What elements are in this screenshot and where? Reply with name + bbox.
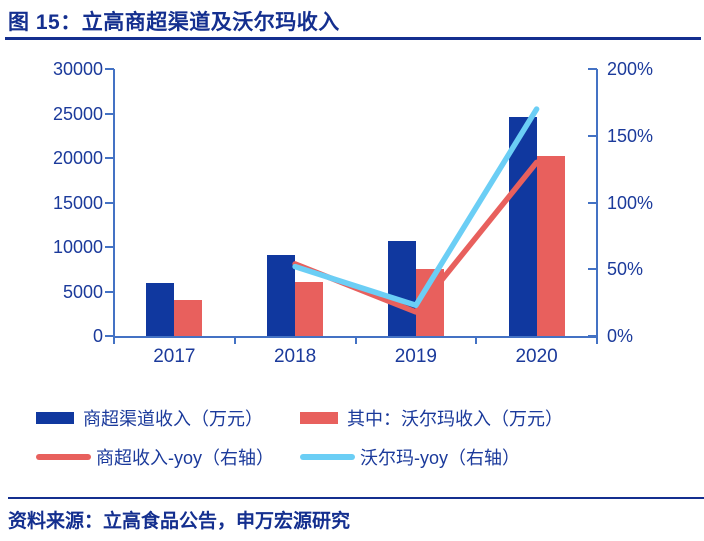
right-y-axis-line (596, 69, 598, 338)
right-axis-tick (588, 68, 597, 70)
bar-supermarket-2017 (146, 283, 175, 336)
left-axis-tick-label: 30000 (52, 59, 103, 79)
bar-walmart-2017 (174, 300, 203, 336)
left-axis-tick-label: 10000 (52, 237, 103, 257)
x-axis-category-label: 2019 (394, 346, 438, 367)
legend-item-supermarket-yoy: 商超收入-yoy（右轴） (36, 444, 300, 470)
left-axis-tick (105, 201, 114, 204)
legend-item-supermarket-revenue: 商超渠道收入（万元） (36, 405, 300, 431)
x-axis-category-label: 2018 (273, 346, 317, 367)
legend-swatch-cyan-line (300, 454, 355, 460)
legend-label-walmart-revenue: 其中：沃尔玛收入（万元） (347, 409, 563, 429)
bar-walmart-2019 (415, 269, 444, 336)
x-axis-tick (354, 336, 357, 344)
bar-supermarket-2018 (267, 255, 296, 336)
left-axis-tick-label: 20000 (52, 148, 103, 168)
right-axis-tick-label: 0% (607, 326, 634, 346)
x-axis-tick (596, 336, 598, 344)
right-axis-tick (588, 134, 597, 137)
x-axis-category-label: 2020 (515, 346, 558, 367)
left-axis-tick (105, 157, 114, 159)
left-axis-tick-label: 15000 (52, 192, 103, 213)
left-axis-tick (105, 68, 114, 70)
left-axis-tick (105, 335, 114, 337)
x-axis-tick (233, 336, 236, 344)
title-underline-rule (5, 37, 701, 40)
legend-swatch-red-bar (300, 412, 338, 424)
chart-legend: 商超渠道收入（万元） 其中：沃尔玛收入（万元） 商超收入-yoy（右轴） 沃尔玛… (36, 405, 676, 470)
right-axis-tick-label: 150% (607, 125, 654, 146)
left-axis-tick (105, 246, 114, 248)
right-axis-tick (588, 201, 597, 204)
legend-label-supermarket-revenue: 商超渠道收入（万元） (83, 409, 263, 429)
legend-label-walmart-yoy: 沃尔玛-yoy（右轴） (360, 448, 521, 468)
x-axis-tick (113, 336, 115, 344)
left-axis-tick (105, 290, 114, 293)
right-axis-tick-label: 50% (607, 259, 644, 280)
legend-swatch-red-line (36, 454, 91, 460)
source-note: 资料来源：立高食品公告，申万宏源研究 (8, 511, 351, 532)
left-axis-tick-label: 25000 (52, 103, 103, 124)
x-axis-tick (475, 336, 478, 344)
left-y-axis-line (113, 69, 115, 338)
x-axis-category-label: 2017 (153, 346, 196, 367)
legend-label-supermarket-yoy: 商超收入-yoy（右轴） (96, 448, 275, 468)
legend-item-walmart-revenue: 其中：沃尔玛收入（万元） (300, 405, 676, 431)
bar-walmart-2020 (536, 156, 565, 336)
figure-title: 图 15：立高商超渠道及沃尔玛收入 (8, 11, 340, 34)
right-axis-tick (588, 335, 597, 337)
right-axis-tick (588, 268, 597, 271)
bar-supermarket-2019 (387, 240, 416, 336)
legend-item-walmart-yoy: 沃尔玛-yoy（右轴） (300, 444, 676, 470)
left-axis-tick-label: 5000 (62, 281, 103, 302)
left-axis-tick-label: 0 (92, 326, 103, 346)
bar-supermarket-2020 (508, 117, 537, 336)
right-axis-tick-label: 200% (607, 59, 654, 79)
left-axis-tick (105, 112, 114, 115)
legend-swatch-blue-bar (36, 412, 74, 424)
footer-rule (8, 497, 704, 499)
bar-walmart-2018 (295, 281, 324, 336)
right-axis-tick-label: 100% (607, 192, 654, 213)
